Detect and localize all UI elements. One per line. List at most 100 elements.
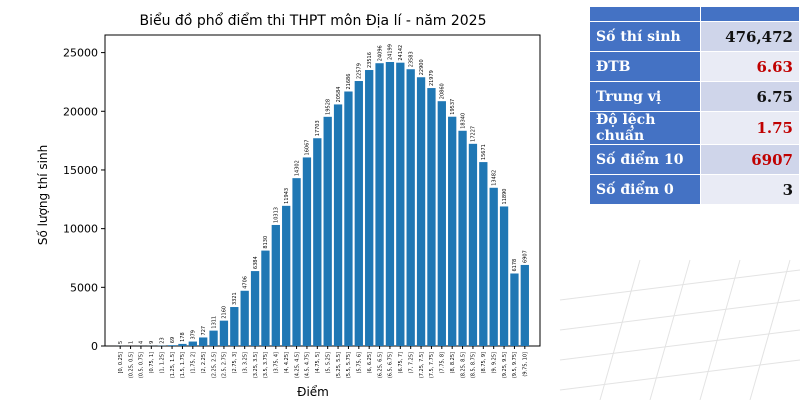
y-tick-label: 15000 [63,164,98,177]
bar-value-label: 4 [139,341,145,344]
x-tick-label: (8, 8.25] [450,352,456,373]
statistics-table: Số thí sinh 476,472 ĐTB 6.63 Trung vị 6.75 Độ … [589,6,800,205]
stats-value: 6.75 [700,81,800,112]
stats-label: Trung vị [589,81,701,112]
plot-frame [104,34,541,347]
bar-value-label: 6384 [253,256,259,269]
bar-value-label: 22900 [419,59,425,75]
bar [406,69,415,347]
stats-row: Trung vị 6.75 [589,81,800,112]
x-tick-label: (8.75, 9] [481,352,487,373]
bar [209,330,218,346]
bar-value-label: 23516 [367,52,373,68]
bar [240,290,249,346]
x-tick-label: (7, 7.25] [408,352,414,373]
bar [344,91,353,347]
bar-value-label: 4706 [242,276,248,289]
stats-label: Số thí sinh [589,21,701,52]
bar-value-label: 15671 [481,144,487,160]
x-tick-label: (9.5, 9.75] [512,352,518,378]
bar-value-label: 6907 [523,250,529,263]
x-tick-label: (1.5, 1.75] [180,352,186,378]
x-tick-label: (2.75, 3] [232,352,238,373]
bar-value-label: 13482 [491,170,497,186]
x-tick-label: (3.75, 4] [274,352,280,373]
x-tick-label: (5.75, 6] [357,352,363,373]
x-tick-label: (5.5, 5.75] [346,352,352,378]
x-tick-label: (1.25, 1.5] [170,352,176,378]
bar [271,224,280,346]
bar-value-label: 11943 [284,188,290,204]
x-tick-label: (1.75, 2] [191,352,197,373]
stats-table-header [589,6,800,22]
bar [520,264,529,346]
bar-value-label: 10313 [274,207,280,223]
bar [167,345,177,346]
bar-value-label: 8130 [263,236,269,249]
x-tick-label: (8.5, 8.75] [471,352,477,378]
stats-row: Số thí sinh 476,472 [589,21,800,52]
bar-value-label: 18340 [460,113,466,129]
bar-value-label: 19528 [325,99,331,115]
x-tick-label: [0, 0.25] [118,352,124,373]
bar [427,88,436,346]
stats-value: 6907 [700,144,800,175]
stats-label: Số điểm 0 [589,174,701,205]
x-tick-label: (3.5, 3.75] [263,352,269,378]
bar-value-label: 16067 [305,140,311,156]
bar-value-label: 14302 [294,160,300,176]
bar [416,77,426,346]
x-tick-label: (0.25, 0.5] [128,352,134,378]
bar [323,116,332,346]
bar [219,320,229,346]
bar [354,81,363,346]
x-tick-label: (0.5, 0.75] [139,352,145,378]
x-tick-label: (6.5, 6.75] [388,352,394,378]
x-tick-label: (4.75, 5] [315,352,321,373]
bar-value-label: 1311 [211,316,217,329]
stats-label: Độ lệch chuẩn [589,111,701,145]
bar-value-label: 20584 [336,87,342,103]
bar-value-label: 23 [159,337,165,343]
stats-value: 1.75 [700,111,800,145]
bar-value-label: 20860 [440,83,446,99]
x-tick-label: (7.25, 7.5] [419,352,425,378]
bar [261,250,270,346]
x-tick-label: (3.25, 3.5] [253,352,259,378]
bar-value-label: 178 [180,332,186,342]
bar [282,205,291,346]
bar-value-label: 727 [201,326,207,336]
x-tick-label: (6.25, 6.5] [377,352,383,378]
stats-label: ĐTB [589,51,701,82]
x-tick-label: (2.25, 2.5] [211,352,217,378]
bar [333,104,343,346]
x-tick-label: (9.25, 9.5] [502,352,508,378]
bar-value-label: 21686 [346,74,352,90]
x-axis-label: Điểm [297,385,329,399]
stats-label: Số điểm 10 [589,144,701,175]
bar-value-label: 69 [170,337,176,343]
bar [365,70,374,346]
bar-value-label: 2160 [222,306,228,319]
stats-row: ĐTB 6.63 [589,51,800,82]
bar-value-label: 379 [191,330,197,340]
y-tick-label: 20000 [63,105,98,118]
chart-svg: Biểu đồ phổ điểm thi THPT môn Địa lí - n… [36,12,541,399]
x-tick-label: (7.75, 8] [440,352,446,373]
x-tick-label: (4.5, 4.75] [305,352,311,378]
stats-row: Độ lệch chuẩn 1.75 [589,111,800,145]
bar-value-label: 23583 [408,51,414,67]
bar-value-label: 5 [118,341,124,344]
bar-value-label: 21979 [429,70,435,86]
x-tick-label: (0.75, 1] [149,352,155,373]
chart-title: Biểu đồ phổ điểm thi THPT môn Địa lí - n… [139,12,486,29]
bar [313,138,322,346]
bar-value-label: 17703 [315,120,321,136]
stats-value: 476,472 [700,21,800,52]
bar-value-label: 24096 [377,45,383,61]
bar [199,337,208,346]
bar-value-label: 3321 [232,292,238,305]
x-tick-label: (5.25, 5.5] [336,352,342,378]
x-tick-label: (1, 1.25] [159,352,165,373]
